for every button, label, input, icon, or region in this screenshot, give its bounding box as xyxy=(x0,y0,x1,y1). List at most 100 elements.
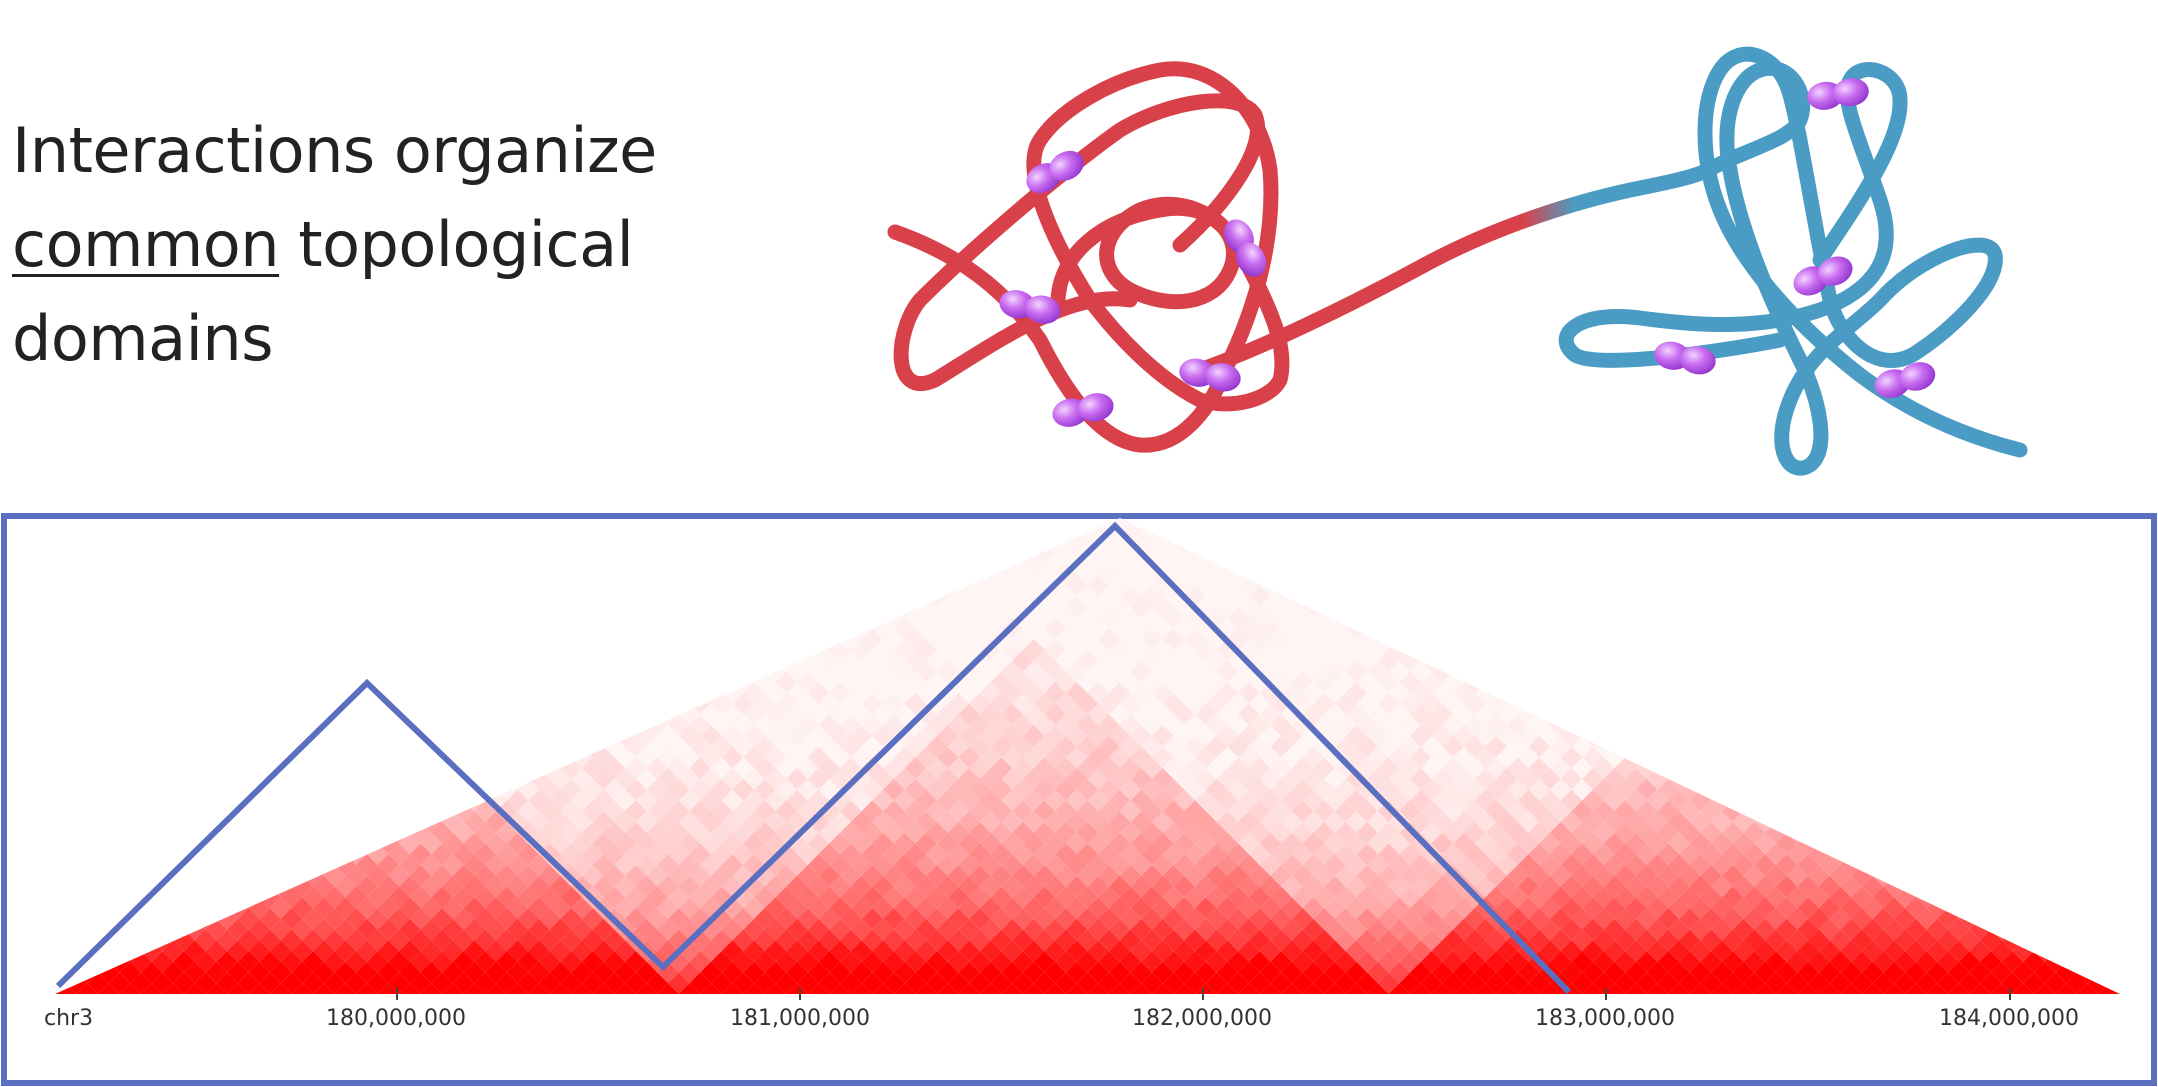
contact-cell xyxy=(1625,832,1647,855)
contact-cell xyxy=(1141,950,1163,973)
contact-cell xyxy=(366,864,389,887)
contact-cell xyxy=(1313,950,1335,973)
contact-cell xyxy=(1506,886,1529,908)
contact-cell xyxy=(1356,821,1378,844)
contact-cell xyxy=(904,628,927,650)
contact-cell xyxy=(270,897,292,919)
contact-cell xyxy=(1679,864,1701,887)
contact-cell xyxy=(1076,929,1099,951)
contact-cell xyxy=(485,918,507,941)
contact-cell xyxy=(1012,714,1034,736)
contact-cell xyxy=(861,628,884,650)
contact-cell xyxy=(463,832,486,855)
contact-cell xyxy=(1657,800,1680,822)
contact-cell xyxy=(1173,811,1196,833)
contact-cell xyxy=(678,875,701,898)
contact-cell xyxy=(1044,596,1066,618)
contact-cell xyxy=(1162,542,1185,564)
contact-cell xyxy=(1668,918,1690,941)
contact-cell xyxy=(646,757,669,779)
contact-cell xyxy=(1012,950,1034,973)
contact-cell xyxy=(1324,789,1346,812)
contact-cell xyxy=(786,897,808,919)
contact-cell xyxy=(850,875,873,898)
contact-cell xyxy=(936,725,959,747)
contact-cell xyxy=(517,950,539,973)
contact-cell xyxy=(1109,596,1131,618)
contact-cell xyxy=(1227,649,1249,672)
contact-cell xyxy=(1528,864,1550,887)
contact-cell xyxy=(947,628,970,650)
contact-cell xyxy=(883,671,905,693)
contact-cell xyxy=(1528,778,1550,801)
contact-cell xyxy=(850,897,873,919)
contact-cell xyxy=(1076,714,1099,736)
contact-cell xyxy=(1012,821,1034,844)
contact-cell xyxy=(1012,585,1034,607)
contact-cell xyxy=(1496,940,1518,962)
contact-cell xyxy=(904,671,927,693)
contact-cell xyxy=(915,961,937,984)
contact-cell xyxy=(463,940,486,962)
contact-cell xyxy=(1388,875,1411,898)
contact-cell xyxy=(1270,821,1292,844)
contact-cell xyxy=(1356,972,1378,994)
contact-cell xyxy=(721,940,744,962)
contact-cell xyxy=(1152,596,1174,618)
contact-cell xyxy=(1367,639,1389,661)
contact-cell xyxy=(1883,940,1905,962)
contact-cell xyxy=(1883,961,1905,984)
contact-cell xyxy=(1431,789,1454,812)
contact-cell xyxy=(904,907,927,930)
contact-cell xyxy=(1098,735,1120,758)
bead-pair-4 xyxy=(1179,358,1241,392)
contact-cell xyxy=(1679,950,1701,973)
contact-cell xyxy=(592,875,615,898)
contact-cell xyxy=(700,854,722,876)
contact-cell xyxy=(1851,950,1873,973)
contact-cell xyxy=(1001,897,1023,919)
contact-cell xyxy=(592,918,615,941)
contact-cell xyxy=(625,886,647,908)
contact-cell xyxy=(1291,950,1314,973)
contact-cell xyxy=(1033,778,1056,801)
contact-cell xyxy=(861,886,884,908)
contact-cell xyxy=(1302,940,1325,962)
contact-cell xyxy=(1324,617,1346,640)
contact-cell xyxy=(1205,950,1228,973)
contact-cell xyxy=(840,649,862,672)
contact-cell xyxy=(1711,897,1733,919)
contact-cell xyxy=(1560,811,1583,833)
contact-cell xyxy=(1302,875,1325,898)
contact-cell xyxy=(592,961,615,984)
contact-cell xyxy=(1356,950,1378,973)
contact-cell xyxy=(603,757,626,779)
contact-cell xyxy=(603,821,626,844)
contact-cell xyxy=(883,886,905,908)
contact-cell xyxy=(1130,574,1153,597)
contact-cell xyxy=(1646,811,1669,833)
contact-cell xyxy=(689,864,712,887)
contact-cell xyxy=(1022,918,1045,941)
contact-cell xyxy=(1711,918,1733,941)
contact-cell xyxy=(754,757,776,779)
contact-cell xyxy=(764,789,787,812)
contact-cell xyxy=(1141,692,1163,715)
contact-cell xyxy=(2076,983,2099,994)
contact-cell xyxy=(302,907,324,930)
contact-cell xyxy=(915,746,937,769)
contact-cell xyxy=(334,961,357,984)
contact-cell xyxy=(904,692,927,715)
contact-cell xyxy=(1367,961,1389,984)
contact-cell xyxy=(1033,929,1056,951)
contact-cell xyxy=(1130,617,1153,640)
contact-cell xyxy=(786,918,808,941)
contact-cell xyxy=(872,639,894,661)
contact-cell xyxy=(538,886,561,908)
contact-cell xyxy=(1109,617,1131,640)
contact-cell xyxy=(1377,692,1400,715)
axis-tick-label: 183,000,000 xyxy=(1535,1006,1675,1031)
contact-cell xyxy=(1238,617,1260,640)
contact-cell xyxy=(1689,875,1712,898)
contact-cell xyxy=(754,735,776,758)
